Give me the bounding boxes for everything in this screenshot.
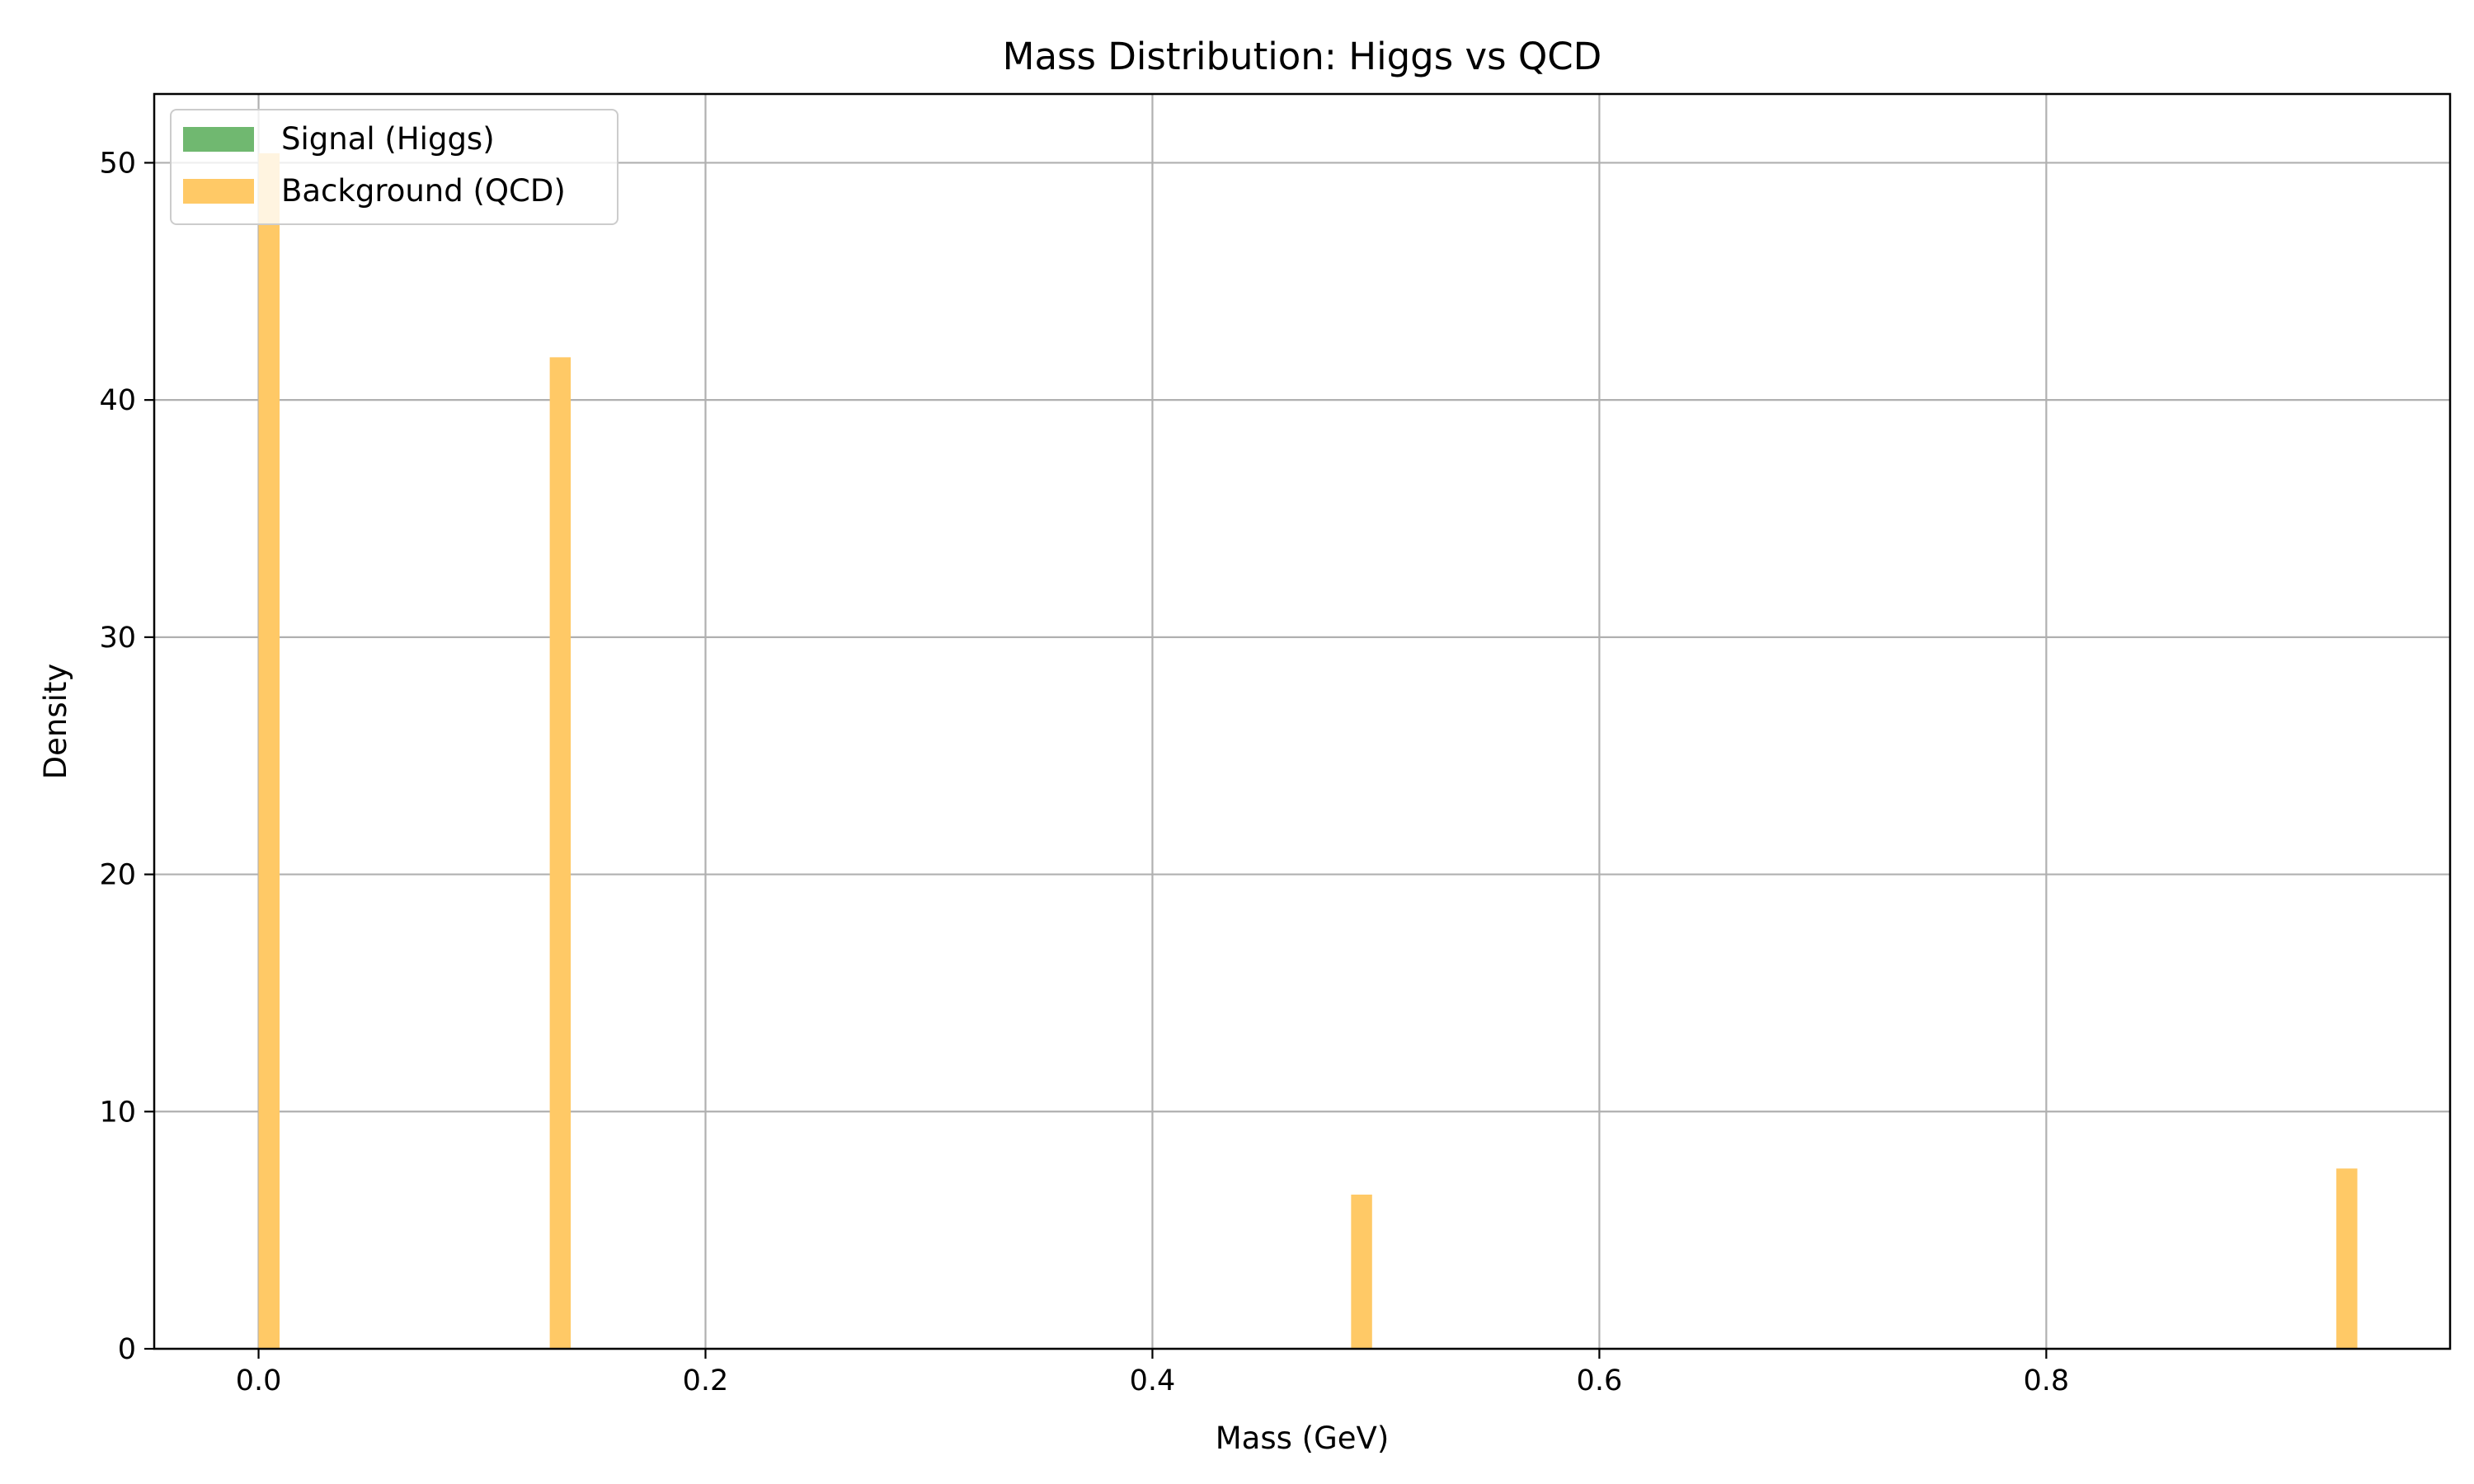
legend-swatch-background <box>183 179 254 204</box>
x-tick-label: 0.0 <box>236 1364 282 1397</box>
background-bar <box>2336 1168 2358 1349</box>
y-tick-label: 40 <box>99 384 136 417</box>
chart-title: Mass Distribution: Higgs vs QCD <box>1003 35 1602 78</box>
x-tick-label: 0.6 <box>1577 1364 1623 1397</box>
y-tick-label: 50 <box>99 147 136 180</box>
bars <box>258 153 2358 1349</box>
legend: Signal (Higgs) Background (QCD) <box>170 109 618 225</box>
y-tick-label: 30 <box>99 622 136 655</box>
y-axis-label: Density <box>38 664 73 780</box>
legend-label-signal: Signal (Higgs) <box>281 121 495 157</box>
y-tick-label: 10 <box>99 1096 136 1129</box>
y-tick-label: 0 <box>118 1333 136 1366</box>
axes-frame <box>153 92 2452 1350</box>
x-axis-label: Mass (GeV) <box>1216 1421 1390 1456</box>
grid <box>154 94 2450 1350</box>
background-bar <box>549 357 571 1349</box>
background-bar <box>1351 1194 1372 1349</box>
legend-box <box>170 109 618 225</box>
x-tick-label: 0.2 <box>683 1364 729 1397</box>
ticks: 0.0 0.2 0.4 0.6 0.8 0 10 20 30 40 50 <box>99 147 2069 1397</box>
background-bar <box>258 153 280 1349</box>
x-tick-label: 0.8 <box>2024 1364 2070 1397</box>
legend-swatch-signal <box>183 127 254 152</box>
y-tick-label: 20 <box>99 859 136 892</box>
legend-label-background: Background (QCD) <box>281 173 566 209</box>
x-tick-label: 0.4 <box>1130 1364 1176 1397</box>
